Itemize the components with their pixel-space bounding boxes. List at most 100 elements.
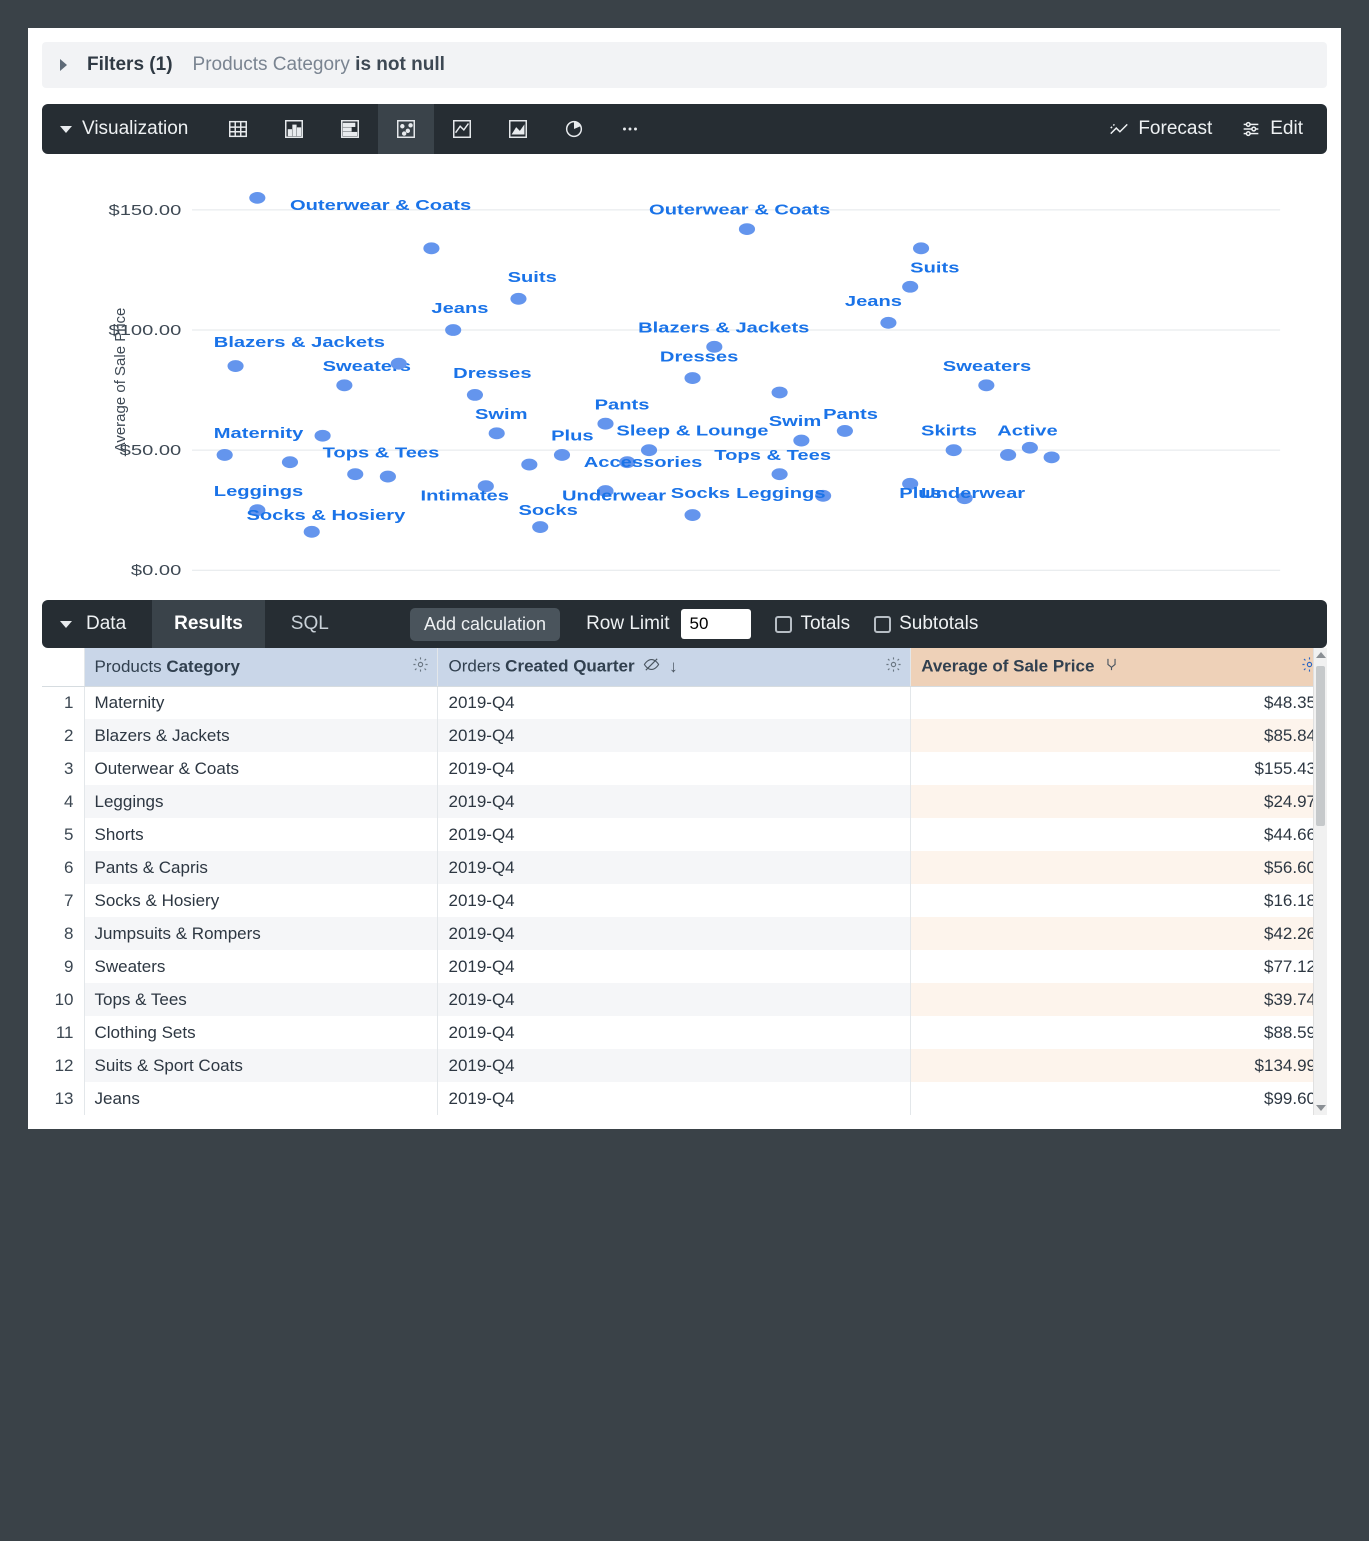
scatter-point[interactable] — [249, 192, 265, 204]
scatter-point[interactable] — [913, 242, 929, 254]
table-row[interactable]: 1Maternity2019-Q4$48.35 — [42, 686, 1327, 719]
scatter-point[interactable] — [1000, 449, 1016, 461]
table-row[interactable]: 5Shorts2019-Q4$44.66 — [42, 818, 1327, 851]
table-row[interactable]: 2Blazers & Jackets2019-Q4$85.84 — [42, 719, 1327, 752]
more-chart-types-icon[interactable] — [602, 104, 658, 154]
forecast-button[interactable]: Forecast — [1094, 118, 1226, 140]
scatter-point[interactable] — [793, 435, 809, 447]
column-header-category[interactable]: Products Category — [84, 648, 438, 686]
row-number: 7 — [42, 884, 84, 917]
scatter-label: Blazers & Jackets — [214, 333, 385, 350]
line-chart-icon[interactable] — [434, 104, 490, 154]
gear-icon[interactable] — [412, 656, 429, 678]
scatter-point[interactable] — [489, 427, 505, 439]
cell-quarter: 2019-Q4 — [438, 950, 911, 983]
scatter-point[interactable] — [772, 468, 788, 480]
table-row[interactable]: 8Jumpsuits & Rompers2019-Q4$42.26 — [42, 917, 1327, 950]
scatter-point[interactable] — [217, 449, 233, 461]
cell-category: Maternity — [84, 686, 438, 719]
scatter-point[interactable] — [227, 360, 243, 372]
scatter-point[interactable] — [554, 449, 570, 461]
cell-category: Sweaters — [84, 950, 438, 983]
scatter-point[interactable] — [380, 471, 396, 483]
chevron-down-icon[interactable] — [60, 621, 72, 628]
scatter-point[interactable] — [510, 293, 526, 305]
cell-quarter: 2019-Q4 — [438, 818, 911, 851]
chevron-down-icon[interactable] — [60, 126, 72, 133]
checkbox-icon — [874, 616, 891, 633]
area-chart-icon[interactable] — [490, 104, 546, 154]
scatter-point[interactable] — [315, 430, 331, 442]
cell-category: Suits & Sport Coats — [84, 1049, 438, 1082]
cell-category: Jumpsuits & Rompers — [84, 917, 438, 950]
scatter-chart-icon[interactable] — [378, 104, 434, 154]
scatter-point[interactable] — [641, 444, 657, 456]
scatter-point[interactable] — [423, 242, 439, 254]
svg-text:$150.00: $150.00 — [109, 201, 182, 218]
scatter-label: Plus — [551, 427, 594, 444]
cell-category: Socks & Hosiery — [84, 884, 438, 917]
scatter-label: Leggings — [214, 482, 304, 499]
pie-chart-icon[interactable] — [546, 104, 602, 154]
cell-quarter: 2019-Q4 — [438, 917, 911, 950]
column-header-avg-price[interactable]: Average of Sale Price — [911, 648, 1327, 686]
scatter-point[interactable] — [304, 526, 320, 538]
scatter-label: Dresses — [660, 348, 739, 365]
scatter-point[interactable] — [1044, 451, 1060, 463]
subtotals-checkbox[interactable]: Subtotals — [874, 613, 978, 635]
scatter-point[interactable] — [978, 379, 994, 391]
add-calculation-button[interactable]: Add calculation — [410, 608, 560, 641]
scatter-point[interactable] — [684, 509, 700, 521]
edit-button[interactable]: Edit — [1226, 118, 1317, 140]
table-row[interactable]: 3Outerwear & Coats2019-Q4$155.43 — [42, 752, 1327, 785]
filters-bar[interactable]: Filters (1) Products Category is not nul… — [42, 42, 1327, 88]
cell-quarter: 2019-Q4 — [438, 686, 911, 719]
cell-quarter: 2019-Q4 — [438, 1049, 911, 1082]
scatter-point[interactable] — [336, 379, 352, 391]
tab-sql[interactable]: SQL — [269, 600, 351, 648]
column-header-quarter[interactable]: Orders Created Quarter ↓ — [438, 648, 911, 686]
scatter-label: Active — [997, 422, 1058, 439]
scroll-up-icon[interactable] — [1316, 652, 1326, 658]
scatter-point[interactable] — [684, 372, 700, 384]
scatter-point[interactable] — [597, 418, 613, 430]
scatter-point[interactable] — [837, 425, 853, 437]
scatter-point[interactable] — [282, 456, 298, 468]
table-row[interactable]: 4Leggings2019-Q4$24.97 — [42, 785, 1327, 818]
gear-icon[interactable] — [885, 656, 902, 678]
scatter-label: Blazers & Jackets — [638, 319, 809, 336]
cell-category: Leggings — [84, 785, 438, 818]
explore-panel: Filters (1) Products Category is not nul… — [28, 28, 1341, 1129]
table-row[interactable]: 7Socks & Hosiery2019-Q4$16.18 — [42, 884, 1327, 917]
scroll-thumb[interactable] — [1316, 666, 1325, 826]
scatter-point[interactable] — [880, 317, 896, 329]
scatter-point[interactable] — [772, 387, 788, 399]
table-row[interactable]: 11Clothing Sets2019-Q4$88.59 — [42, 1016, 1327, 1049]
scatter-point[interactable] — [347, 468, 363, 480]
tab-results[interactable]: Results — [152, 600, 265, 648]
chart-type-icons — [210, 104, 658, 154]
row-limit-input[interactable] — [681, 609, 751, 639]
scatter-point[interactable] — [532, 521, 548, 533]
scatter-point[interactable] — [946, 444, 962, 456]
scatter-point[interactable] — [902, 281, 918, 293]
table-chart-icon[interactable] — [210, 104, 266, 154]
totals-checkbox[interactable]: Totals — [775, 613, 850, 635]
scatter-point[interactable] — [391, 358, 407, 370]
scatter-point[interactable] — [445, 324, 461, 336]
scatter-label: Outerwear & Coats — [290, 196, 471, 213]
table-row[interactable]: 9Sweaters2019-Q4$77.12 — [42, 950, 1327, 983]
scatter-point[interactable] — [1022, 442, 1038, 454]
scatter-point[interactable] — [467, 389, 483, 401]
table-row[interactable]: 12Suits & Sport Coats2019-Q4$134.99 — [42, 1049, 1327, 1082]
scatter-label: Leggings — [736, 485, 826, 502]
table-row[interactable]: 6Pants & Capris2019-Q4$56.60 — [42, 851, 1327, 884]
table-row[interactable]: 10Tops & Tees2019-Q4$39.74 — [42, 983, 1327, 1016]
scrollbar[interactable] — [1313, 648, 1327, 1115]
scatter-point[interactable] — [739, 223, 755, 235]
table-row[interactable]: 13Jeans2019-Q4$99.60 — [42, 1082, 1327, 1115]
scroll-down-icon[interactable] — [1316, 1105, 1326, 1111]
scatter-point[interactable] — [521, 459, 537, 471]
column-chart-icon[interactable] — [266, 104, 322, 154]
bar-chart-icon[interactable] — [322, 104, 378, 154]
